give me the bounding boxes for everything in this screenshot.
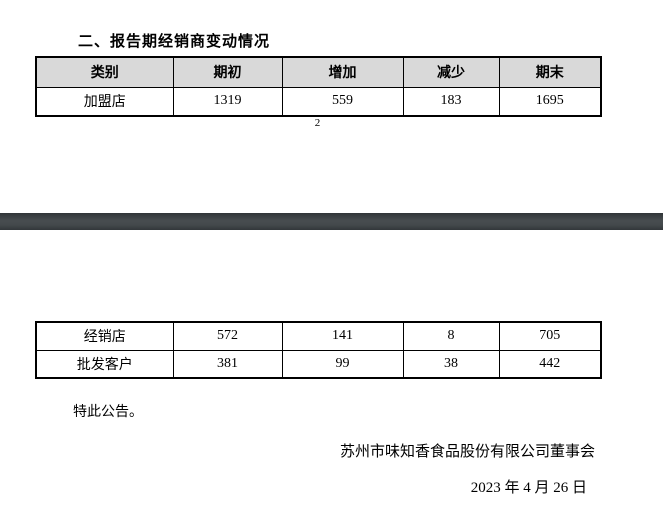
table-header-row: 类别 期初 增加 减少 期末 (35, 56, 602, 88)
distributor-table-page2: 经销店 572 141 8 705 批发客户 381 99 38 442 (35, 321, 602, 379)
header-cell-beginning: 期初 (172, 56, 283, 88)
cell-decrease: 38 (402, 349, 500, 379)
cell-decrease: 8 (402, 321, 500, 351)
cell-increase: 99 (281, 349, 404, 379)
cell-beginning: 381 (172, 349, 283, 379)
header-cell-decrease: 减少 (402, 56, 500, 88)
signature-line: 苏州市味知香食品股份有限公司董事会 (339, 444, 595, 460)
page-gap-bar (0, 213, 663, 230)
table-row: 批发客户 381 99 38 442 (35, 349, 602, 379)
table-row: 加盟店 1319 559 183 1695 (35, 86, 602, 117)
table-row: 经销店 572 141 8 705 (35, 321, 602, 351)
cell-category: 加盟店 (35, 86, 174, 117)
cell-category: 批发客户 (35, 349, 174, 379)
cell-ending: 705 (498, 321, 602, 351)
page-number: 2 (314, 117, 321, 129)
cell-beginning: 1319 (172, 86, 283, 117)
cell-increase: 559 (281, 86, 404, 117)
cell-decrease: 183 (402, 86, 500, 117)
cell-ending: 442 (498, 349, 602, 379)
header-cell-category: 类别 (35, 56, 174, 88)
cell-increase: 141 (281, 321, 404, 351)
date-line: 2023 年 4 月 26 日 (470, 480, 587, 496)
cell-category: 经销店 (35, 321, 174, 351)
header-cell-increase: 增加 (281, 56, 404, 88)
closing-text: 特此公告。 (73, 405, 143, 420)
header-cell-ending: 期末 (498, 56, 602, 88)
cell-ending: 1695 (498, 86, 602, 117)
distributor-table-page1: 类别 期初 增加 减少 期末 加盟店 1319 559 183 1695 (35, 56, 602, 117)
section-title: 二、报告期经销商变动情况 (78, 34, 271, 50)
cell-beginning: 572 (172, 321, 283, 351)
